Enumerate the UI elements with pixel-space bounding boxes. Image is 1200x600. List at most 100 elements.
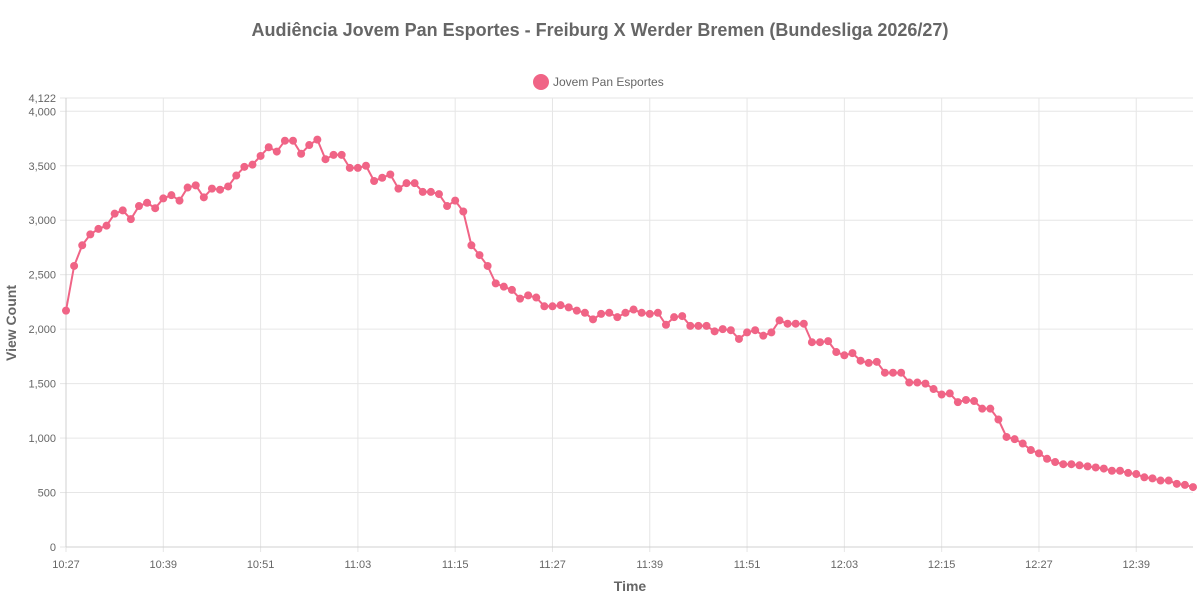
data-point[interactable] (605, 308, 614, 317)
data-point[interactable] (256, 151, 265, 160)
data-point[interactable] (1172, 479, 1181, 488)
data-point[interactable] (1018, 439, 1027, 448)
data-point[interactable] (743, 328, 752, 337)
data-point[interactable] (694, 321, 703, 330)
data-point[interactable] (872, 357, 881, 366)
data-point[interactable] (718, 325, 727, 334)
data-point[interactable] (856, 356, 865, 365)
data-point[interactable] (1034, 449, 1043, 458)
data-point[interactable] (459, 207, 468, 216)
data-point[interactable] (402, 179, 411, 188)
data-point[interactable] (232, 171, 241, 180)
data-point[interactable] (1083, 462, 1092, 471)
data-point[interactable] (426, 187, 435, 196)
data-point[interactable] (313, 135, 322, 144)
data-point[interactable] (807, 338, 816, 347)
data-point[interactable] (143, 198, 152, 207)
data-point[interactable] (191, 181, 200, 190)
data-point[interactable] (751, 326, 760, 335)
data-point[interactable] (1116, 466, 1125, 475)
data-point[interactable] (159, 194, 168, 203)
data-point[interactable] (1164, 476, 1173, 485)
data-point[interactable] (824, 337, 833, 346)
data-point[interactable] (451, 196, 460, 205)
data-point[interactable] (937, 390, 946, 399)
data-point[interactable] (1091, 463, 1100, 472)
data-point[interactable] (499, 282, 508, 291)
data-point[interactable] (321, 155, 330, 164)
data-point[interactable] (353, 163, 362, 172)
data-point[interactable] (1051, 458, 1060, 467)
data-point[interactable] (726, 326, 735, 335)
data-point[interactable] (410, 179, 419, 188)
data-point[interactable] (70, 261, 79, 270)
data-point[interactable] (961, 395, 970, 404)
data-point[interactable] (110, 209, 119, 218)
data-point[interactable] (78, 241, 87, 250)
data-point[interactable] (507, 285, 516, 294)
data-point[interactable] (653, 308, 662, 317)
data-point[interactable] (921, 379, 930, 388)
data-point[interactable] (686, 321, 695, 330)
data-point[interactable] (1124, 468, 1133, 477)
data-point[interactable] (361, 161, 370, 170)
data-point[interactable] (475, 251, 484, 260)
data-point[interactable] (1107, 466, 1116, 475)
data-point[interactable] (1075, 461, 1084, 470)
data-point[interactable] (848, 349, 857, 358)
data-point[interactable] (905, 378, 914, 387)
data-point[interactable] (767, 328, 776, 337)
data-point[interactable] (516, 294, 525, 303)
data-point[interactable] (548, 302, 557, 311)
data-point[interactable] (532, 293, 541, 302)
data-point[interactable] (1189, 483, 1197, 492)
data-point[interactable] (167, 191, 176, 200)
data-point[interactable] (280, 136, 289, 145)
data-point[interactable] (183, 183, 192, 192)
data-point[interactable] (970, 397, 979, 406)
data-point[interactable] (880, 368, 889, 377)
data-point[interactable] (734, 334, 743, 343)
data-point[interactable] (1180, 480, 1189, 489)
data-point[interactable] (953, 398, 962, 407)
data-point[interactable] (913, 378, 922, 387)
data-point[interactable] (799, 319, 808, 328)
data-point[interactable] (289, 136, 298, 145)
data-point[interactable] (637, 308, 646, 317)
data-point[interactable] (118, 206, 127, 215)
data-point[interactable] (418, 187, 427, 196)
data-point[interactable] (434, 190, 443, 199)
data-point[interactable] (702, 321, 711, 330)
data-point[interactable] (151, 204, 160, 213)
data-point[interactable] (297, 149, 306, 158)
data-point[interactable] (305, 141, 314, 150)
data-point[interactable] (1148, 474, 1157, 483)
data-point[interactable] (443, 202, 452, 211)
data-point[interactable] (670, 313, 679, 322)
data-point[interactable] (1156, 476, 1165, 485)
data-point[interactable] (775, 316, 784, 325)
data-point[interactable] (864, 358, 873, 367)
data-point[interactable] (783, 319, 792, 328)
data-point[interactable] (597, 309, 606, 318)
data-point[interactable] (329, 150, 338, 159)
data-point[interactable] (1059, 460, 1068, 469)
data-point[interactable] (629, 305, 638, 314)
data-point[interactable] (645, 309, 654, 318)
data-point[interactable] (345, 163, 354, 172)
data-point[interactable] (556, 301, 565, 310)
data-point[interactable] (216, 185, 225, 194)
data-point[interactable] (240, 162, 249, 171)
data-point[interactable] (86, 230, 95, 239)
data-point[interactable] (126, 215, 135, 224)
data-point[interactable] (378, 173, 387, 182)
data-point[interactable] (1099, 464, 1108, 473)
data-point[interactable] (1132, 470, 1141, 479)
data-point[interactable] (264, 143, 273, 152)
data-point[interactable] (759, 331, 768, 340)
data-point[interactable] (1140, 473, 1149, 482)
data-point[interactable] (613, 313, 622, 322)
data-point[interactable] (62, 306, 70, 315)
data-point[interactable] (1010, 435, 1019, 444)
data-point[interactable] (370, 177, 379, 185)
